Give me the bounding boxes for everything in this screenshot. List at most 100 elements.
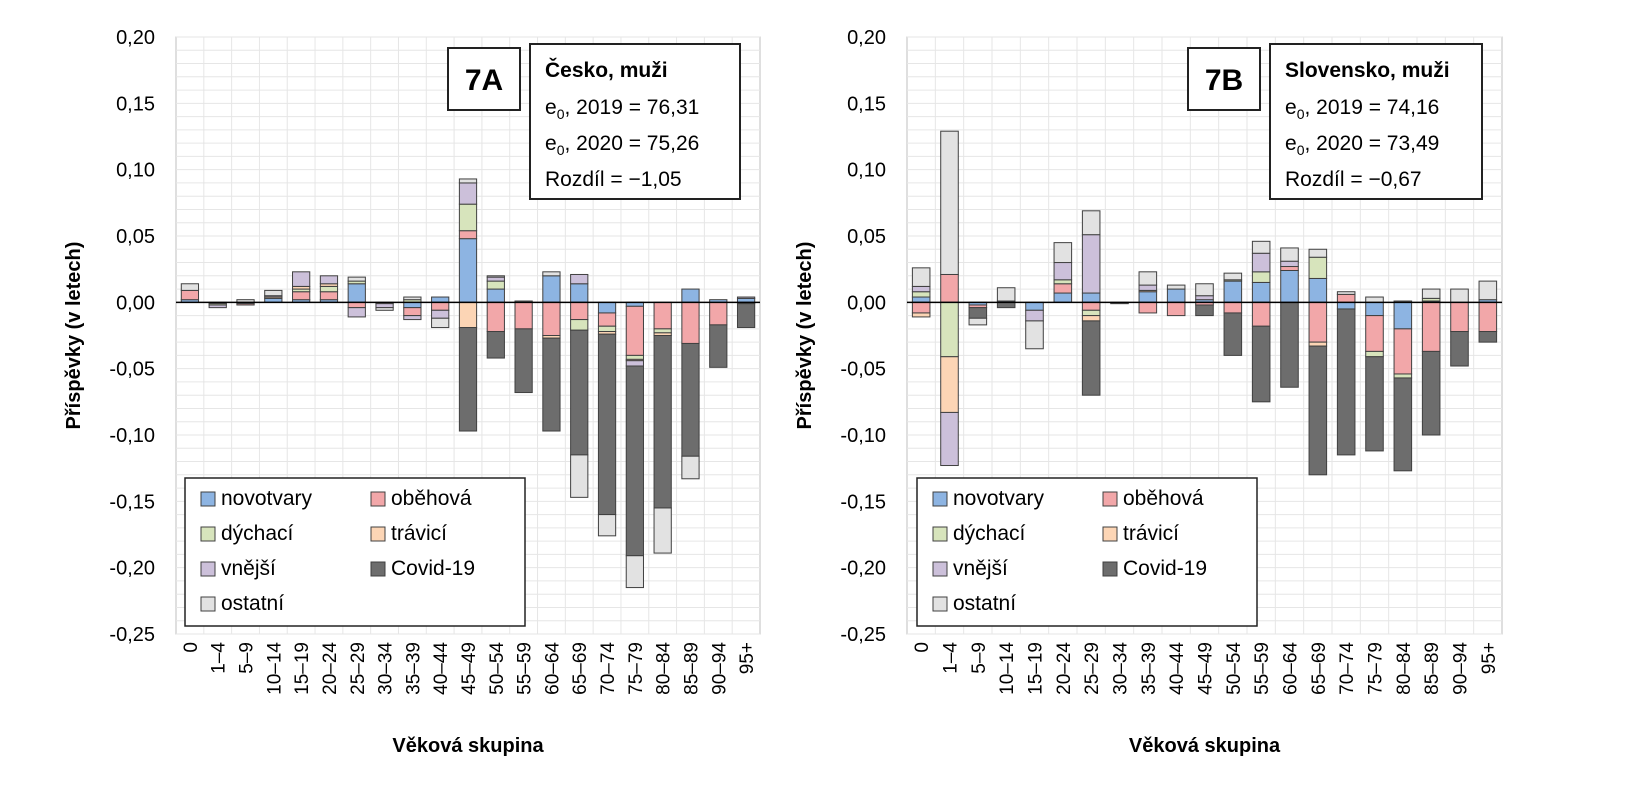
x-tick-label: 40–44 [1167,642,1188,695]
bar-segment-ostatn- [911,267,931,287]
bar-segment-vn-j- [1195,295,1214,301]
bar-segment-tr-vic- [940,356,959,413]
bar-segment-ob-hov- [681,301,700,344]
bar-segment-novotvary [1223,280,1243,303]
x-tick-label: 70–74 [598,642,619,695]
x-tick-label: 25–29 [348,642,369,695]
bar-segment-novotvary [1053,292,1073,303]
bar-segment-tr-vic- [1081,315,1101,322]
x-tick-label: 85–89 [1422,642,1443,695]
info-title: Slovensko, muži [1285,59,1450,82]
bar-segment-novotvary [347,283,366,303]
bar-segment-vn-j- [570,273,589,285]
bar-segment-ostatn- [597,514,617,537]
bar-segment-tr-vic- [1308,341,1328,347]
y-tick-label: 0,05 [847,226,886,248]
bar-segment-d-chac- [1365,350,1384,358]
legend-swatch [200,526,216,542]
y-tick-label: -0,25 [109,624,155,646]
bar-segment-vn-j- [1280,260,1299,268]
x-axis-title: Věková skupina [1129,735,1281,757]
bar-segment-covid-19 [1308,345,1328,476]
legend [184,477,526,627]
legend-swatch [932,561,948,577]
bar-segment-novotvary [1081,292,1101,303]
bar-segment-d-chac- [625,354,644,360]
bar-segment-ostatn- [1223,272,1243,281]
bar-segment-d-chac- [486,280,505,290]
legend [916,477,1258,627]
bar-segment-ostatn- [542,271,561,277]
panel-label: 7A [465,64,503,97]
bar-segment-ob-hov- [514,301,533,330]
bar-segment-vn-j- [486,276,505,282]
bar-segment-ob-hov- [1450,301,1469,333]
bar-segment-ostatn- [1280,247,1299,262]
bar-segment-ob-hov- [486,301,505,333]
x-tick-label: 55–59 [515,642,536,695]
x-axis-title: Věková skupina [392,735,544,757]
x-tick-label: 95+ [737,642,758,674]
bar-segment-ostatn- [403,296,422,301]
bar-segment-vn-j- [1053,262,1073,281]
bar-segment-ostatn- [458,178,478,184]
bar-segment-covid-19 [458,327,478,432]
legend-swatch [932,526,948,542]
bar-segment-ob-hov- [1478,301,1498,333]
bar-segment-ostatn- [1421,288,1441,299]
x-tick-label: 5–9 [969,642,990,674]
legend-swatch [370,491,386,507]
bar-segment-ostatn- [486,275,505,278]
legend-swatch [370,561,386,577]
legend-swatch [932,596,948,612]
legend-label: ostatní [221,592,284,615]
bar-segment-ostatn- [180,283,200,291]
chart-panel-7b: 0,20 0,15 0,10 0,05 0,00 -0,05 -0,10 -0,15 -0,20… [794,27,1503,757]
bar-segment-d-chac- [940,301,959,358]
bar-segment-ostatn- [653,507,672,554]
bar-segment-novotvary [458,238,478,303]
x-tick-label: 60–64 [1281,642,1302,695]
y-tick-label: 0,15 [116,93,155,115]
bar-segment-vn-j- [736,296,756,299]
bar-segment-vn-j- [319,275,339,285]
y-tick-label: -0,05 [109,359,155,381]
info-difference: Rozdíl = −1,05 [545,168,682,191]
bar-segment-ob-hov- [1081,301,1101,311]
y-tick-label: 0,10 [847,160,886,182]
bar-segment-vn-j- [375,303,394,309]
bar-segment-ob-hov- [709,301,728,326]
bar-segment-ob-hov- [347,301,366,309]
x-tick-label: 30–34 [376,642,397,695]
bar-segment-covid-19 [597,333,617,516]
y-tick-label: -0,05 [840,359,886,381]
bar-segment-covid-19 [1421,350,1441,436]
legend-swatch [200,596,216,612]
bar-segment-novotvary [1025,301,1044,311]
x-tick-label: 80–84 [1394,642,1415,695]
y-tick-label: 0,15 [847,93,886,115]
bar-segment-ob-hov- [1280,266,1299,271]
bar-segment-novotvary [570,283,589,303]
x-tick-label: 90–94 [1451,642,1472,695]
bar-segment-novotvary [542,275,561,303]
bar-segment-novotvary [431,296,450,303]
bar-segment-covid-19 [1336,308,1356,456]
bar-segment-d-chac- [1251,271,1271,283]
bar-segment-ob-hov- [1365,315,1384,352]
bar-segment-ostatn- [968,317,988,326]
bar-segment-ob-hov- [1393,328,1413,375]
legend-swatch [1102,561,1118,577]
bar-segment-ostatn- [347,276,366,282]
bar-segment-covid-19 [1393,377,1413,472]
bar-segment-covid-19 [709,324,728,368]
bar-segment-d-chac- [911,291,931,298]
info-line1: e0, 2019 = 74,16 [1285,96,1439,122]
bar-segment-ob-hov- [403,307,422,317]
bar-segment-ob-hov- [597,312,617,327]
bar-segment-ob-hov- [1308,301,1328,343]
bar-segment-ostatn- [1166,284,1186,290]
x-tick-label: 1–4 [209,642,230,674]
legend-label: oběhová [1123,487,1204,510]
